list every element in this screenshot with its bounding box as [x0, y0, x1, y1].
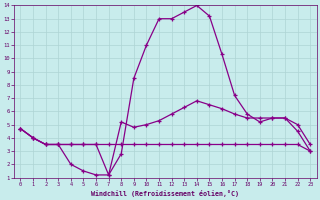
- X-axis label: Windchill (Refroidissement éolien,°C): Windchill (Refroidissement éolien,°C): [91, 190, 239, 197]
